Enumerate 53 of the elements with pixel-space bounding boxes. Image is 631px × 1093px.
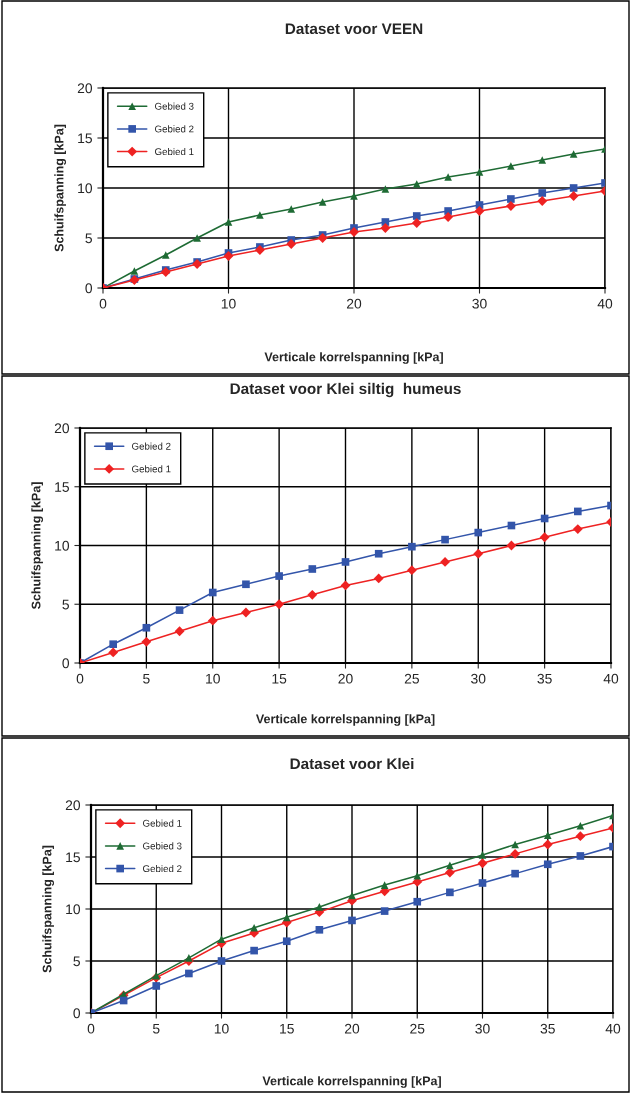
legend-label: Gebied 2: [143, 864, 182, 873]
legend-label: Gebied 1: [143, 819, 182, 827]
x-tick-label: 15: [280, 1023, 294, 1034]
x-tick-label: 35: [540, 1023, 555, 1034]
y-tick-label: 5: [73, 956, 80, 967]
x-tick-label: 40: [605, 1023, 621, 1034]
y-tick-label: 10: [66, 904, 81, 915]
x-tick-label: 30: [475, 1023, 490, 1034]
y-tick-label: 15: [78, 133, 92, 144]
x-tick-label: 30: [471, 673, 486, 684]
x-tick-label: 25: [410, 1023, 425, 1034]
x-tick-label: 10: [221, 298, 236, 309]
y-tick-label: 15: [55, 482, 69, 492]
x-tick-label: 25: [404, 673, 420, 684]
chart-title: Dataset voor Klei siltig humeus: [230, 382, 461, 398]
x-axis-title: Verticale korrelspanning [kPa]: [262, 1076, 441, 1088]
x-axis-title: Verticale korrelspanning [kPa]: [264, 352, 443, 364]
chart-title: Dataset voor VEEN: [285, 23, 423, 35]
legend-label: Gebied 1: [155, 147, 194, 156]
y-tick-label: 20: [54, 423, 70, 434]
y-tick-label: 0: [73, 1008, 81, 1019]
y-axis-title: Schuifspanning [kPa]: [42, 845, 55, 973]
legend-label: Gebied 3: [143, 842, 182, 850]
legend-label: Gebied 1: [132, 465, 171, 473]
x-tick-label: 20: [338, 673, 353, 684]
x-tick-label: 30: [472, 298, 487, 309]
x-tick-label: 40: [597, 298, 613, 309]
x-tick-label: 5: [152, 1023, 160, 1034]
y-tick-label: 5: [85, 233, 92, 244]
y-tick-label: 0: [62, 658, 70, 669]
x-tick-label: 10: [214, 1023, 229, 1034]
legend-label: Gebied 2: [132, 442, 171, 450]
x-tick-label: 35: [537, 673, 552, 684]
chart-title: Dataset voor Klei: [290, 757, 414, 770]
legend-label: Gebied 3: [155, 102, 194, 110]
y-tick-label: 20: [65, 800, 81, 811]
x-tick-label: 10: [206, 673, 220, 684]
legend-label: Gebied 2: [155, 125, 194, 133]
x-tick-label: 20: [346, 298, 362, 309]
x-tick-label: 15: [272, 673, 287, 684]
x-tick-label: 5: [143, 673, 150, 684]
y-tick-label: 5: [62, 599, 69, 610]
x-tick-label: 0: [99, 298, 107, 309]
x-axis-title: Verticale korrelspanning [kPa]: [255, 714, 435, 726]
y-axis-title: Schuifspanning [kPa]: [31, 482, 44, 610]
y-tick-label: 10: [78, 183, 93, 194]
y-axis-title: Schuifspanning [kPa]: [54, 124, 67, 252]
x-tick-label: 20: [344, 1023, 360, 1034]
y-tick-label: 10: [55, 540, 70, 551]
y-tick-label: 0: [85, 283, 93, 294]
x-tick-label: 40: [603, 673, 619, 684]
y-tick-label: 20: [77, 83, 93, 94]
y-tick-label: 15: [66, 852, 80, 863]
